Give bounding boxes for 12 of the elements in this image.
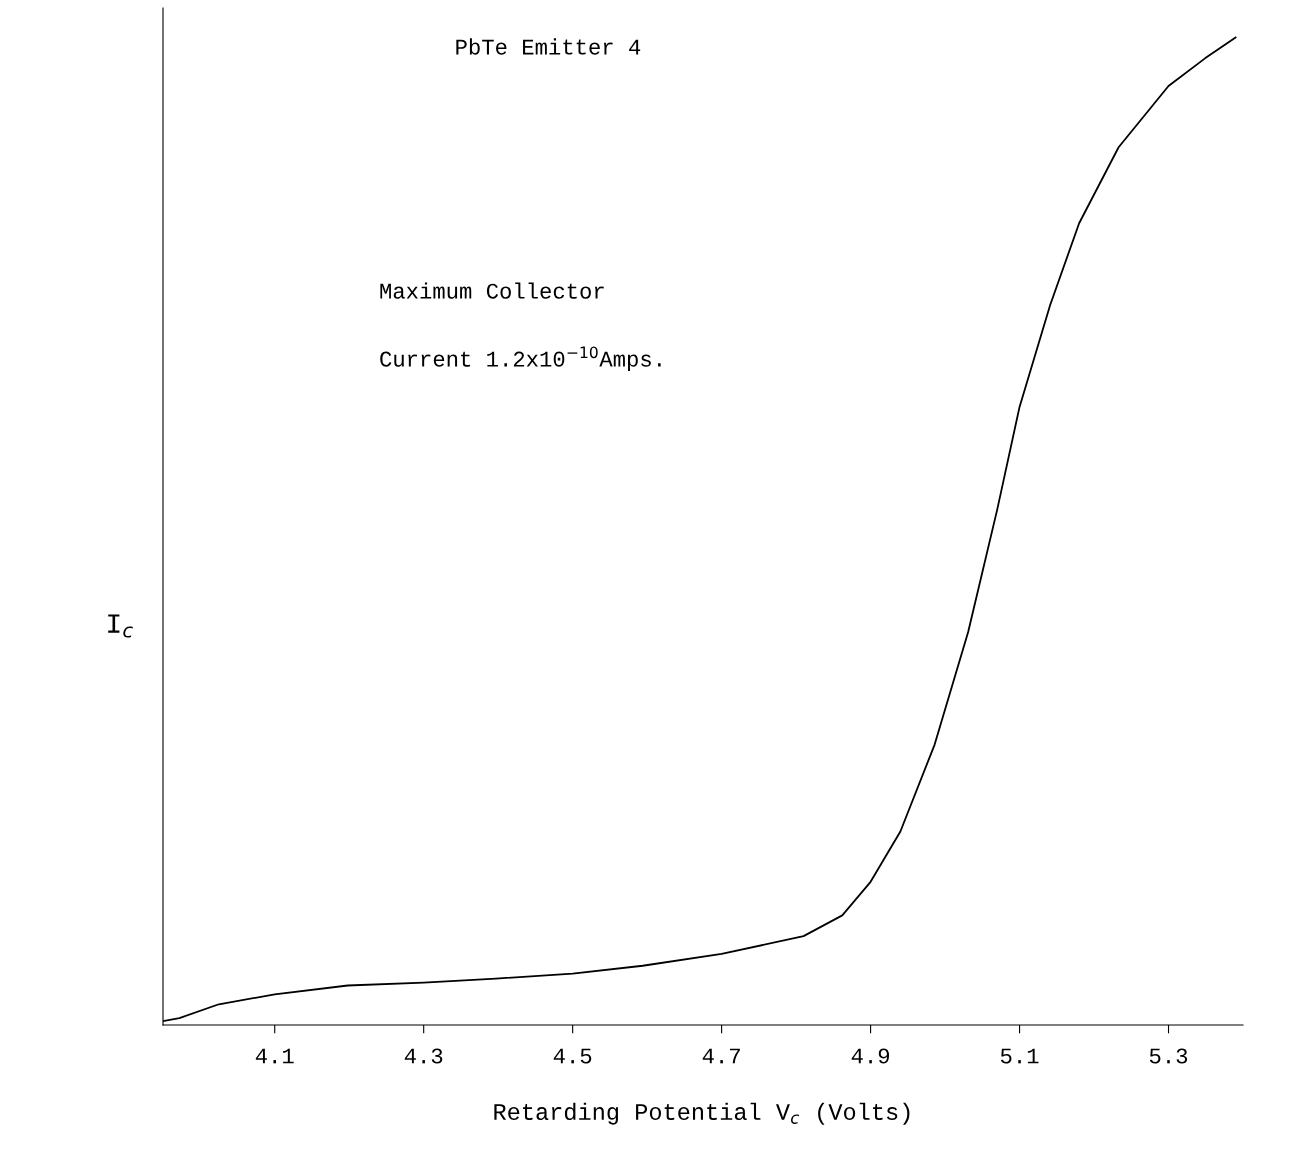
x-tick-label: 5.1 bbox=[1000, 1048, 1039, 1064]
annotation: Current 1.2x10$^{−10}$Amps. bbox=[380, 346, 661, 372]
x-tick-label: 4.7 bbox=[702, 1048, 740, 1064]
x-tick-label: 4.9 bbox=[851, 1048, 890, 1064]
chart-title: PbTe Emitter 4 bbox=[456, 38, 641, 55]
x-tick-label: 5.3 bbox=[1149, 1048, 1188, 1064]
x-tick-label: 4.3 bbox=[404, 1048, 443, 1064]
annotation: Maximum Collector bbox=[380, 282, 604, 299]
y-axis-title: I$_{c}$ bbox=[108, 614, 133, 638]
x-tick-label: 4.1 bbox=[255, 1048, 294, 1064]
x-axis-title: Retarding Potential V$_{c}$ (Volts) bbox=[494, 1102, 910, 1125]
x-tick-label: 4.5 bbox=[553, 1048, 592, 1064]
